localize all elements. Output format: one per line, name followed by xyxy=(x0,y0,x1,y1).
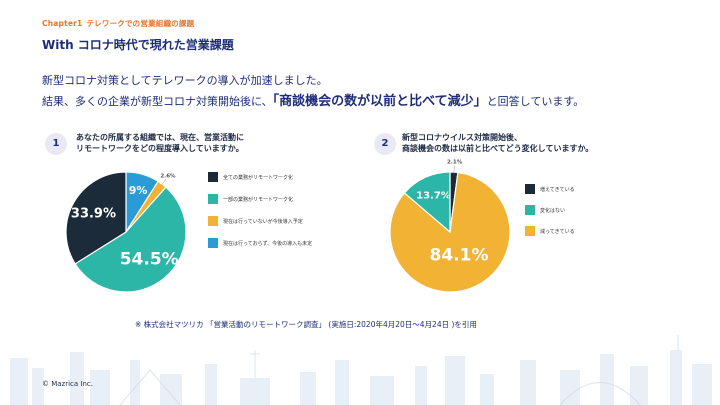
legend-swatch xyxy=(525,184,535,194)
legend-item: 全ての業務がリモートワーク化 xyxy=(208,172,312,182)
intro-line-2: 結果、多くの企業が新型コロナ対策開始後に、「商談機会の数が以前と比べて減少」と回… xyxy=(42,90,584,109)
legend-swatch xyxy=(525,205,535,215)
chapter-title: テレワークでの営業組織の課題 xyxy=(86,19,195,28)
pie-slice-label: 2.6% xyxy=(160,173,176,179)
pie-leader-line xyxy=(161,178,167,186)
legend-label: 変化はない xyxy=(540,207,566,214)
legend-item: 一部の業務がリモートワーク化 xyxy=(208,194,312,204)
city-skyline-decoration xyxy=(10,335,712,405)
question-2-number: 2 xyxy=(374,133,396,155)
question-1-line-2: リモートワークをどの程度導入していますか。 xyxy=(76,144,244,153)
legend-item: 現在は行っておらず、今後の導入も未定 xyxy=(208,238,312,248)
pie-slice-label: 54.5% xyxy=(120,250,179,270)
legend-item: 変化はない xyxy=(525,205,575,215)
legend-label: 一部の業務がリモートワーク化 xyxy=(223,196,294,203)
legend-label: 全ての業務がリモートワーク化 xyxy=(223,174,294,181)
intro-line-2-post: と回答しています。 xyxy=(486,95,585,108)
pie-slice-label: 9% xyxy=(129,184,148,197)
legend-label: 現在は行っておらず、今後の導入も未定 xyxy=(223,240,313,247)
question-2-text: 新型コロナウイルス対策開始後、商談機会の数は以前と比べてどう変化していますか。 xyxy=(402,132,593,154)
pie-slice xyxy=(74,186,187,293)
legend-meeting-change: 増えてきている 変化はない減ってきている xyxy=(525,184,575,247)
question-2-line-1: 新型コロナウイルス対策開始後、 xyxy=(402,133,522,142)
legend-label: 現在は行っていないが今後導入予定 xyxy=(223,218,303,225)
legend-item: 現在は行っていないが今後導入予定 xyxy=(208,216,312,226)
source-note: ※ 株式会社マツリカ 「営業活動のリモートワーク調査」 (実施日:2020年4月… xyxy=(135,320,477,329)
pie-slice-label: 84.1% xyxy=(429,246,488,266)
pie-slice xyxy=(65,171,127,265)
intro-line-1: 新型コロナ対策としてテレワークの導入が加速しました。 xyxy=(42,74,328,87)
pie-chart-remote-work: 9% 2.6% 54.5% 33.9% xyxy=(65,171,187,293)
intro-highlight: 「商談機会の数が以前と比べて減少」 xyxy=(272,94,487,109)
chapter-number: Chapter1 xyxy=(42,19,83,28)
legend-label: 減ってきている xyxy=(540,228,575,235)
pie-leader-line xyxy=(453,165,455,174)
copyright: © Mazrica Inc. xyxy=(42,380,93,388)
intro-line-2-pre: 結果、多くの企業が新型コロナ対策開始後に、 xyxy=(42,95,273,108)
question-1-text: あなたの所属する組織では、現在、営業活動に リモートワークをどの程度導入しています… xyxy=(76,132,244,154)
legend-item: 増えてきている xyxy=(525,184,575,194)
legend-item: 減ってきている xyxy=(525,226,575,236)
question-1-line-1: あなたの所属する組織では、現在、営業活動に xyxy=(76,133,244,142)
question-2-line-2: 商談機会の数は以前と比べてどう変化していますか。 xyxy=(402,144,594,153)
pie-slice-label: 13.7% xyxy=(416,191,451,202)
legend-remote-work: 全ての業務がリモートワーク化 一部の業務がリモートワーク化現在は行っていないが今後… xyxy=(208,172,312,260)
pie-chart-meeting-change: 2.1% 84.1% 13.7% xyxy=(389,160,511,293)
pie-slice xyxy=(403,171,451,234)
pie-slice-label: 33.9% xyxy=(71,206,116,221)
pie-slice-label: 2.1% xyxy=(447,160,463,166)
legend-swatch xyxy=(208,172,218,182)
legend-swatch xyxy=(208,216,218,226)
legend-swatch xyxy=(208,194,218,204)
legend-swatch xyxy=(208,238,218,248)
question-1-number: 1 xyxy=(45,133,67,155)
legend-swatch xyxy=(525,226,535,236)
page-title: With コロナ時代で現れた営業課題 xyxy=(42,38,234,52)
legend-label: 増えてきている xyxy=(540,186,575,193)
chapter-label: Chapter1 テレワークでの営業組織の課題 xyxy=(42,18,194,29)
